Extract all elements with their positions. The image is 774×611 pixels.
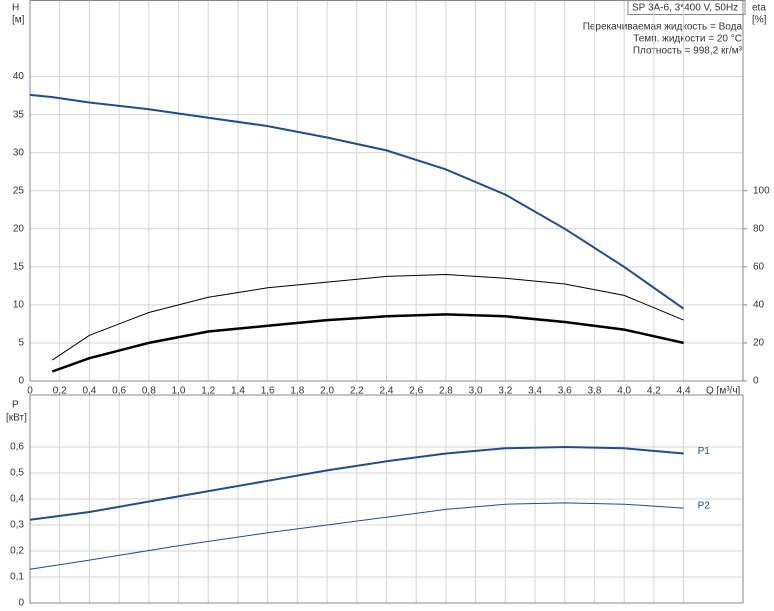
y-tick-label: 40 — [13, 71, 25, 82]
y-tick-label: 0,3 — [10, 520, 24, 531]
x-tick-label: 0,2 — [53, 386, 67, 397]
y-tick-label: 35 — [13, 109, 25, 120]
y2-tick-label: 0 — [753, 376, 759, 387]
x-tick-label: 4,0 — [617, 386, 631, 397]
y-tick-label: 0,2 — [10, 546, 24, 557]
x-tick-label: 4,4 — [677, 386, 691, 397]
y-tick-label: 25 — [13, 185, 25, 196]
x-tick-label: 0,4 — [82, 386, 96, 397]
y2-axis-unit: [%] — [752, 15, 767, 26]
curve — [51, 313, 684, 373]
plot-frame — [29, 394, 744, 604]
x-tick-label: 4,2 — [647, 386, 661, 397]
y2-axis-label: eta — [752, 3, 766, 14]
x-tick-label: 3,4 — [528, 386, 542, 397]
x-tick-label: 3,6 — [558, 386, 572, 397]
y-tick-label: 20 — [13, 223, 25, 234]
x-tick-label: 1,8 — [290, 386, 304, 397]
y-axis-unit: [кВт] — [6, 413, 27, 424]
y-tick-label: 0 — [18, 598, 24, 609]
chart-title: SP 3A-6, 3*400 V, 50Hz — [632, 3, 738, 14]
x-tick-label: 2,2 — [350, 386, 364, 397]
x-tick-label: 3,8 — [588, 386, 602, 397]
y2-tick-label: 20 — [753, 338, 765, 349]
x-tick-label: 1,4 — [231, 386, 245, 397]
x-tick-label: 2,4 — [380, 386, 394, 397]
y-axis-label: P — [12, 400, 19, 411]
y-tick-label: 0,5 — [10, 468, 24, 479]
x-tick-label: 0 — [27, 386, 33, 397]
x-tick-label: 3,0 — [469, 386, 483, 397]
x-tick-label: 2,6 — [409, 386, 423, 397]
curve — [29, 445, 684, 521]
y-tick-label: 0 — [18, 376, 24, 387]
series-label: P1 — [698, 446, 711, 457]
y-tick-label: 10 — [13, 300, 25, 311]
annotation: Темп. жидкости = 20 °C — [633, 34, 742, 45]
annotation: Плотность = 998,2 кг/м³ — [633, 46, 743, 57]
x-tick-label: 2,0 — [320, 386, 334, 397]
curve — [29, 93, 685, 310]
y-axis-label: H — [12, 3, 19, 14]
y-tick-label: 0,4 — [10, 494, 24, 505]
y2-tick-label: 40 — [753, 300, 765, 311]
curve — [52, 273, 684, 361]
x-axis-label: Q [м³/ч] — [706, 386, 741, 397]
y-tick-label: 15 — [13, 261, 25, 272]
annotation: Перекачиваемая жидкость = Вода — [583, 22, 743, 33]
x-tick-label: 1,2 — [201, 386, 215, 397]
y-tick-label: 0,6 — [10, 442, 24, 453]
x-tick-label: 1,0 — [172, 386, 186, 397]
x-tick-label: 1,6 — [261, 386, 275, 397]
x-tick-label: 0,8 — [142, 386, 156, 397]
y-axis-unit: [м] — [12, 15, 25, 26]
y2-tick-label: 100 — [753, 185, 770, 196]
series-label: P2 — [698, 501, 711, 512]
plot-frame — [29, 0, 744, 382]
curve — [29, 502, 684, 570]
x-tick-label: 0,6 — [112, 386, 126, 397]
x-tick-label: 3,2 — [498, 386, 512, 397]
y2-tick-label: 60 — [753, 261, 765, 272]
y-tick-label: 30 — [13, 147, 25, 158]
y2-tick-label: 80 — [753, 223, 765, 234]
y-tick-label: 0,1 — [10, 572, 24, 583]
y-tick-label: 5 — [18, 338, 24, 349]
x-tick-label: 2,8 — [439, 386, 453, 397]
